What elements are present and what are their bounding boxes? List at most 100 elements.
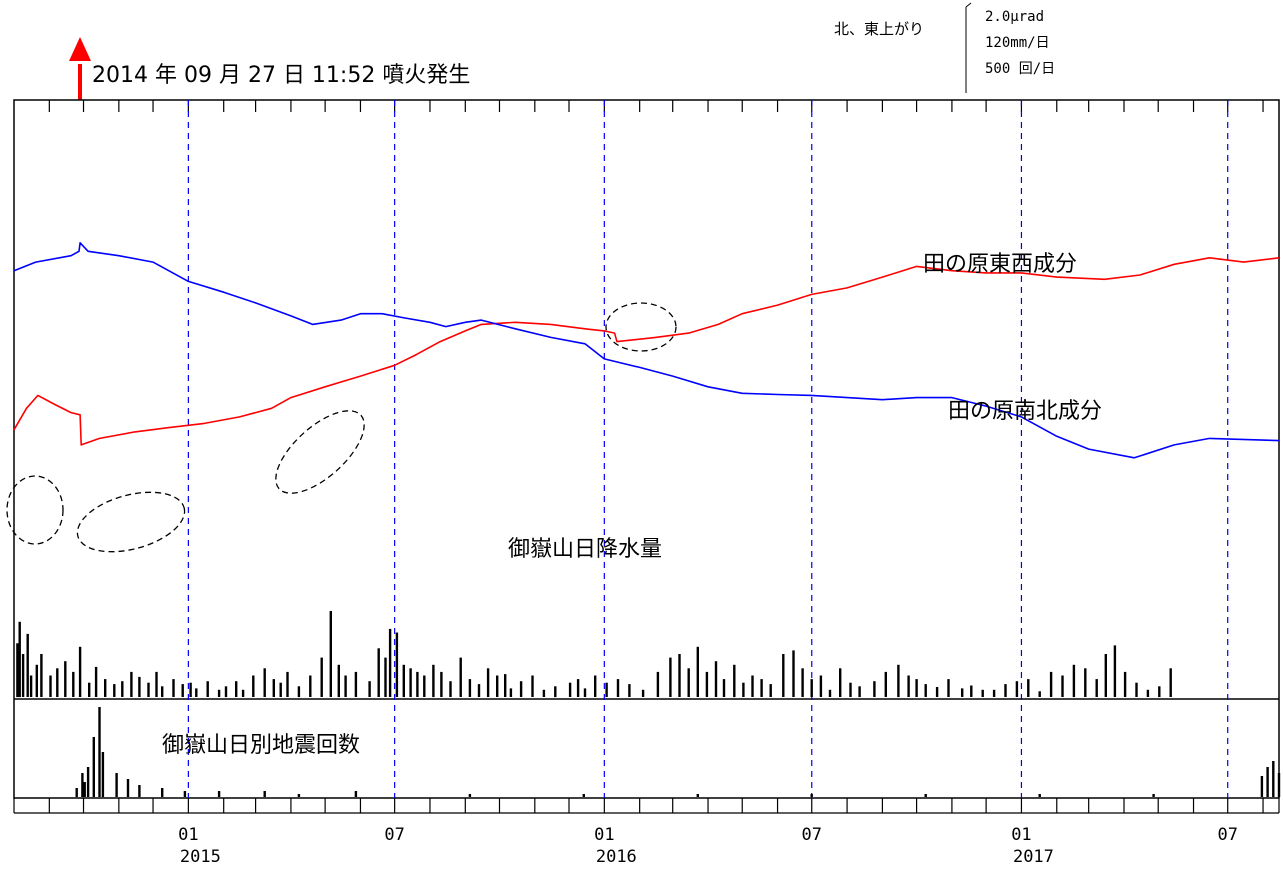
- quake-bar: [1277, 773, 1281, 797]
- precip-bar: [377, 648, 380, 697]
- precip-bar: [542, 689, 546, 697]
- precip-bar: [224, 686, 228, 698]
- highlight-ellipse: [6, 475, 64, 545]
- precip-bar: [496, 675, 499, 697]
- precip-bar: [286, 671, 289, 697]
- precip-bar: [1104, 654, 1107, 697]
- precip-bar: [924, 684, 927, 697]
- tick-label-month: 01: [178, 825, 198, 845]
- precip-bar: [594, 675, 597, 697]
- precip-bar: [733, 664, 736, 698]
- precip-bar: [1061, 675, 1064, 697]
- precip-bar: [440, 671, 443, 697]
- precip-bar: [935, 687, 939, 697]
- precip-bar: [21, 654, 25, 697]
- precip-bar: [49, 675, 52, 697]
- precip-bar: [616, 679, 620, 697]
- precip-bar: [130, 671, 133, 697]
- precip-bar: [742, 682, 745, 697]
- precip-bar: [172, 679, 175, 697]
- precip-bar: [309, 675, 312, 697]
- precip-bar: [1049, 671, 1053, 697]
- precip-bar: [915, 679, 918, 697]
- precip-bar: [279, 682, 282, 697]
- precip-bar: [329, 611, 332, 697]
- precip-bar: [206, 681, 209, 697]
- precip-bar: [297, 686, 301, 698]
- precip-bar: [678, 654, 681, 697]
- precip-bar: [884, 671, 887, 697]
- precip-bar: [605, 682, 608, 697]
- precip-bar: [531, 675, 534, 697]
- precip-bar: [402, 664, 405, 698]
- precip-bar: [26, 633, 29, 697]
- precip-bar: [583, 688, 587, 697]
- precip-bar: [873, 681, 876, 697]
- precip-bar: [94, 666, 98, 697]
- eruption-label: 2014 年 09 月 27 日 11:52 噴火発生: [92, 63, 470, 88]
- precip-bar: [449, 681, 452, 697]
- scale-line-precip: 120mm/日: [985, 35, 1050, 51]
- quake-bar: [924, 794, 927, 797]
- quake-bar: [1260, 776, 1264, 797]
- quake-bar: [126, 779, 130, 797]
- quake-bar: [696, 794, 699, 797]
- precip-bar: [751, 675, 754, 697]
- precip-bar: [1038, 691, 1041, 697]
- month-ticks: [48, 100, 1264, 813]
- precip-bar: [16, 643, 19, 698]
- precip-bar: [423, 675, 426, 697]
- tick-label-year: 2017: [1013, 847, 1054, 867]
- highlight-ellipse: [275, 410, 365, 494]
- tick-label-month: 01: [594, 825, 614, 845]
- precip-bar: [669, 657, 672, 697]
- highlight-ellipse: [76, 491, 186, 553]
- scale-legend: 北、東上がり 2.0μrad 120mm/日 500 回/日: [834, 2, 1055, 93]
- precip-bar: [696, 646, 699, 697]
- precip-bar: [368, 681, 371, 697]
- tick-label-month: 07: [802, 825, 822, 845]
- quake-bar: [297, 794, 301, 797]
- precip-bar: [782, 654, 785, 697]
- precip-bar: [241, 689, 245, 697]
- precip-bar: [961, 688, 964, 697]
- tick-label-month: 07: [384, 825, 404, 845]
- precip-bar: [504, 674, 507, 697]
- precip-bar: [35, 664, 38, 698]
- quake-bar: [1266, 767, 1269, 797]
- eruption-arrow-icon: [69, 37, 91, 61]
- precip-bar: [272, 679, 275, 697]
- tilt-series: [13, 242, 1280, 459]
- precip-bar: [155, 671, 158, 697]
- scale-direction-label: 北、東上がり: [834, 20, 924, 38]
- quake-bar: [183, 791, 187, 797]
- precip-bar: [1084, 668, 1087, 697]
- precip-bar: [992, 689, 996, 697]
- series-line-north-south: [13, 242, 1280, 459]
- precip-bar: [981, 689, 984, 697]
- precip-bar: [687, 668, 690, 697]
- precipitation-bars: [16, 611, 1172, 698]
- precip-bar: [1095, 679, 1098, 697]
- highlight-ellipse: [605, 302, 677, 352]
- quake-bar: [161, 788, 164, 797]
- precip-bar: [801, 668, 804, 697]
- precip-bar: [337, 664, 340, 698]
- precipitation-label: 御嶽山日降水量: [508, 537, 662, 562]
- quake-bar: [75, 788, 78, 797]
- precip-bar: [320, 657, 323, 697]
- quake-bar: [138, 785, 141, 797]
- precip-bar: [576, 679, 580, 697]
- plot-frame: [13, 99, 1280, 799]
- precip-bar: [384, 657, 387, 697]
- precip-bar: [1158, 686, 1161, 698]
- precip-bar: [819, 675, 823, 697]
- precip-bar: [40, 654, 43, 697]
- precip-bar: [1015, 681, 1019, 697]
- precip-bar: [828, 689, 832, 697]
- precip-bar: [29, 675, 33, 697]
- precip-bar: [519, 681, 523, 697]
- precip-bar: [897, 664, 900, 698]
- precip-bar: [722, 679, 726, 697]
